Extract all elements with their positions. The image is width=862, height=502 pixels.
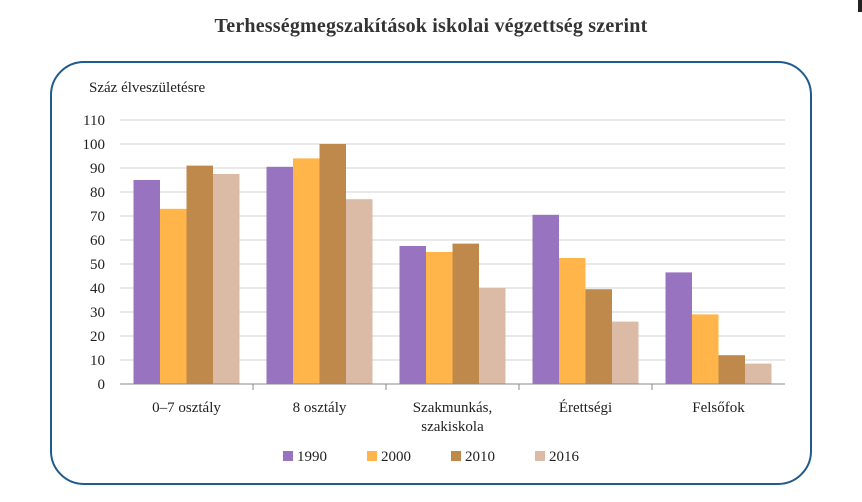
bar (479, 288, 506, 384)
legend-label: 2010 (465, 449, 495, 465)
legend: 1990 2000 2010 2016 (283, 449, 580, 465)
y-tick-label: 10 (90, 353, 105, 369)
category-label: Szakmunkás, (413, 400, 493, 416)
legend-label: 2016 (549, 449, 580, 465)
category-labels: 0–7 osztály 8 osztály Szakmunkás, szakiskol… (152, 399, 745, 435)
y-tick-labels: 0 10 20 30 40 50 60 70 80 90 100 110 (83, 113, 106, 393)
legend-swatch (367, 451, 377, 461)
y-tick-label: 90 (90, 161, 105, 177)
chart-title: Terhességmegszakítások iskolai végzettsé… (214, 15, 648, 37)
legend-label: 2000 (381, 449, 411, 465)
bar (532, 214, 559, 384)
bar (293, 158, 320, 384)
bar (266, 166, 293, 384)
y-tick-label: 80 (90, 185, 105, 201)
legend-swatch (535, 451, 545, 461)
bar (319, 144, 346, 384)
bar (452, 243, 479, 384)
category-label: szakiskola (421, 419, 484, 435)
bar (399, 246, 426, 384)
bar (186, 165, 213, 384)
legend-label: 1990 (297, 449, 327, 465)
y-tick-label: 30 (90, 305, 105, 321)
bar (718, 355, 745, 384)
chart-frame (50, 61, 812, 485)
legend-swatch (451, 451, 461, 461)
bar (585, 289, 612, 384)
bar (346, 199, 373, 384)
bar (160, 208, 187, 384)
category-label: 8 osztály (293, 400, 347, 416)
bar (745, 363, 772, 384)
category-label: 0–7 osztály (152, 400, 221, 416)
bar (213, 174, 240, 384)
bar (612, 321, 639, 384)
y-tick-label: 100 (83, 137, 106, 153)
corner-mark (858, 0, 862, 12)
y-tick-label: 60 (90, 233, 105, 249)
y-tick-label: 0 (98, 377, 106, 393)
y-axis-title: Száz élveszületésre (89, 80, 206, 96)
y-tick-label: 110 (83, 113, 105, 129)
y-tick-label: 50 (90, 257, 105, 273)
y-tick-label: 40 (90, 281, 105, 297)
bar (692, 314, 719, 384)
bar (426, 252, 453, 384)
bar (559, 258, 586, 384)
category-label: Érettségi (559, 399, 612, 416)
bar (133, 180, 160, 384)
y-tick-label: 20 (90, 329, 105, 345)
x-axis (120, 383, 785, 390)
legend-swatch (283, 451, 293, 461)
category-label: Felsőfok (692, 400, 745, 416)
bar (665, 272, 692, 384)
bars (133, 144, 772, 384)
y-tick-label: 70 (90, 209, 105, 225)
